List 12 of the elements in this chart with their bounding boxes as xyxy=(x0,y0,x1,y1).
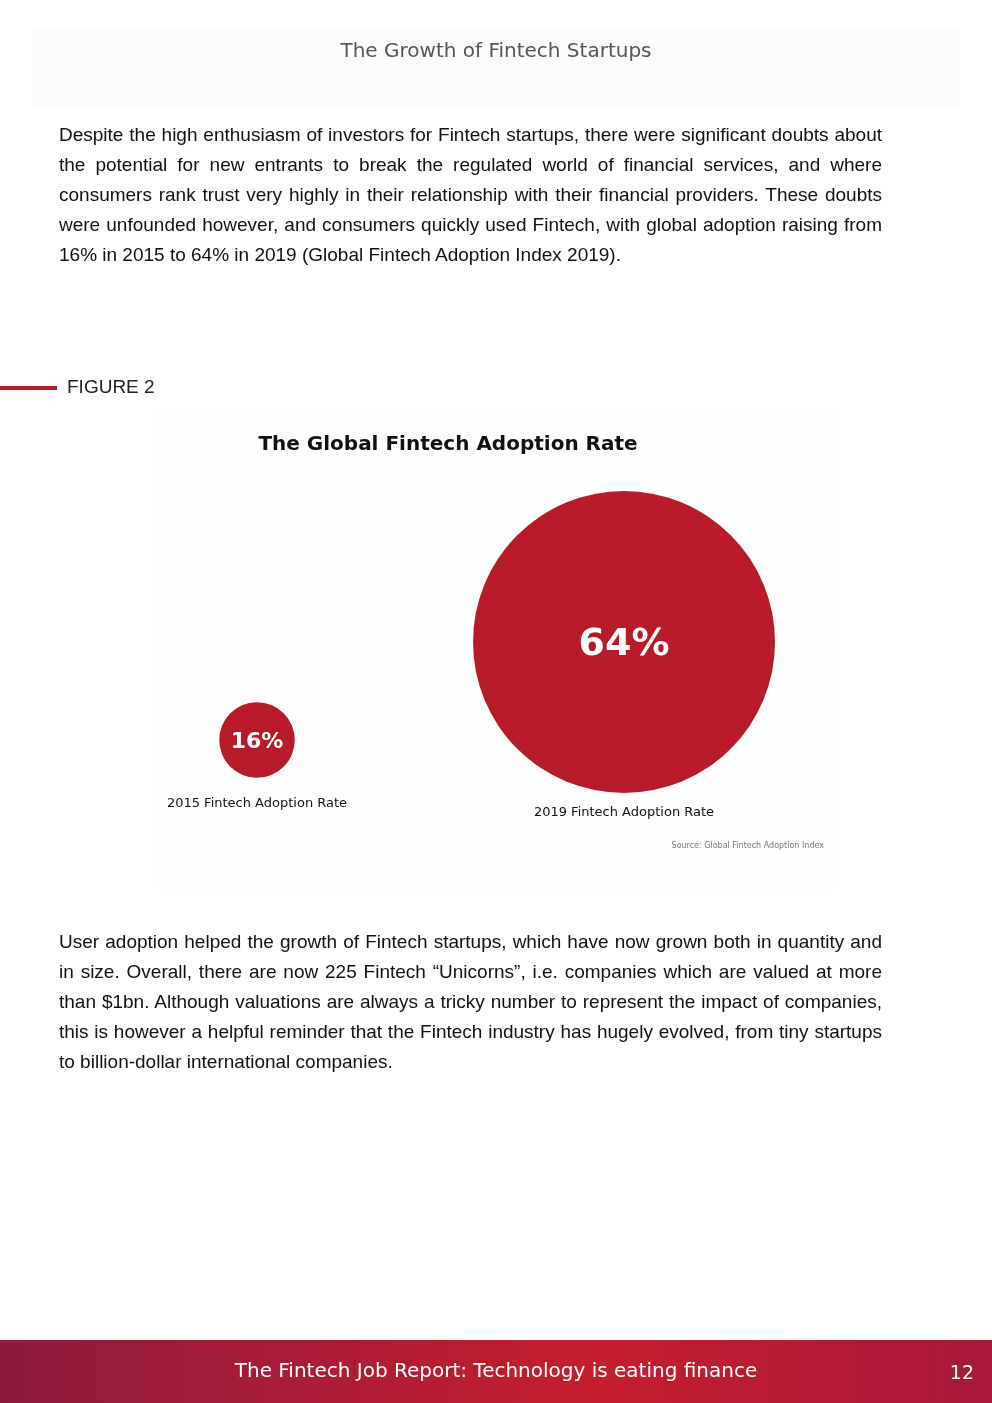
text: Despite the high enthusiasm of investors for Fintech startups, there were significant doubts about the potential for new entrants to break the regulated world of financial services, and where consumers rank trust very highly in their relationship with their financial providers. These doubts were unfounded however, and consumers quickly used Fintech, with global adoption raising from 16% in 2015 to 64% in 2019 (Global Fintech Adoption Index 2019). xyxy=(59,123,882,267)
data-label: 16% xyxy=(230,727,284,753)
text: The Fintech Job Report: Technology is eating finance xyxy=(234,1358,758,1382)
text: The Growth of Fintech Startups xyxy=(339,38,653,62)
category-label: 2019 Fintech Adoption Rate xyxy=(533,803,715,819)
text: 12 xyxy=(949,1361,974,1383)
source-note: Source: Global Fintech Adoption Index xyxy=(671,841,825,850)
data-label: 64% xyxy=(578,620,670,665)
text: The Global Fintech Adoption Rate xyxy=(258,431,638,455)
text: User adoption helped the growth of Fintech startups, which have now grown both in quantity and in size. Overall, there are now 225 Fintech “Unicorns”, i.e. companies which are valued at more than $1bn. Although valuations are always a tricky number to represent the impact of companies, this is however a helpful reminder that the Fintech industry has hugely evolved, from tiny startups to billion-dollar international companies. xyxy=(59,930,882,1074)
category-label: 2015 Fintech Adoption Rate xyxy=(166,794,348,810)
caption: FIGURE 2 xyxy=(67,376,155,398)
